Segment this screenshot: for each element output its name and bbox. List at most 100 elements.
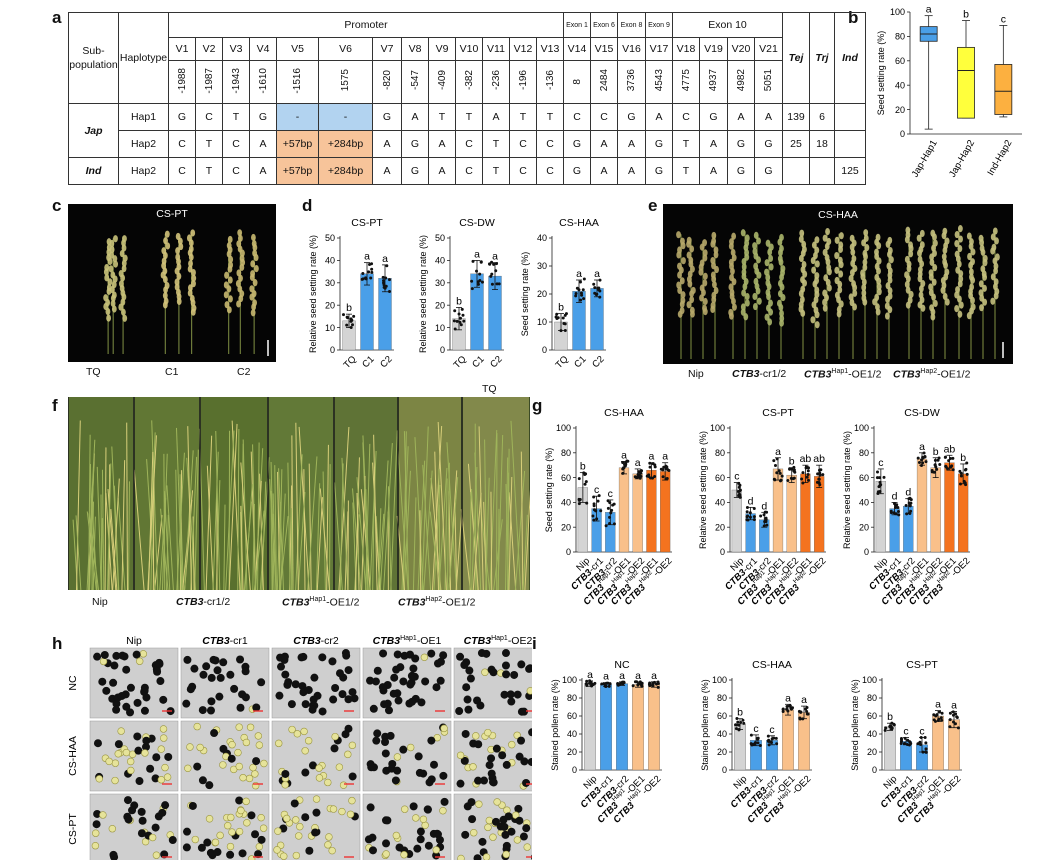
data-point	[490, 272, 494, 276]
data-point	[766, 734, 770, 738]
unstained-pollen	[246, 723, 255, 731]
photo-e-label-cr: CTB3-cr1/2	[732, 368, 787, 380]
grain	[764, 259, 770, 267]
leaf	[113, 485, 120, 590]
unstained-pollen	[456, 751, 465, 760]
grain	[712, 281, 717, 289]
grain	[768, 308, 774, 316]
unstained-pollen	[282, 814, 291, 823]
y-tick-label: 0	[542, 345, 547, 355]
grain	[876, 267, 881, 275]
stained-pollen	[464, 705, 473, 714]
grain	[741, 272, 747, 281]
grain	[864, 244, 870, 252]
grain	[957, 310, 963, 318]
grain	[741, 263, 747, 271]
grain	[187, 289, 193, 297]
data-point	[592, 495, 596, 499]
stained-pollen	[338, 690, 347, 699]
unstained-pollen	[257, 813, 265, 822]
stained-pollen	[291, 680, 300, 689]
data-point	[815, 480, 819, 484]
variant-header-14: V14	[563, 37, 591, 61]
stained-pollen	[182, 843, 191, 852]
allele-cell: A	[428, 130, 456, 158]
leaf	[184, 450, 194, 590]
data-point	[578, 498, 582, 502]
grain	[237, 229, 243, 237]
stained-pollen	[396, 663, 405, 672]
tej-header: Tej	[782, 12, 810, 104]
grain	[710, 240, 716, 248]
significance-letter: a	[474, 248, 480, 260]
allele-cell: A	[482, 103, 510, 131]
allele-cell: -	[318, 103, 373, 131]
significance-letter: c	[753, 723, 758, 735]
data-point	[664, 477, 668, 481]
allele-cell: A	[590, 157, 618, 185]
leaf	[360, 489, 371, 590]
data-point	[938, 462, 942, 466]
data-point	[788, 704, 792, 708]
grain	[834, 266, 840, 274]
leaf	[316, 497, 323, 590]
data-point	[958, 469, 962, 473]
stained-pollen	[456, 652, 465, 661]
stained-pollen	[416, 835, 425, 844]
data-point	[797, 709, 801, 713]
variant-header-12: V12	[509, 37, 537, 61]
grain	[676, 231, 681, 239]
exon10-header: Exon 10	[672, 12, 783, 38]
y-tick-label: 0	[872, 765, 877, 775]
grain	[931, 293, 936, 301]
data-point	[585, 501, 589, 505]
data-point	[919, 735, 923, 739]
ind-count	[834, 130, 866, 158]
leaf	[237, 428, 240, 590]
data-point	[385, 264, 389, 268]
data-point	[759, 514, 763, 518]
stained-pollen	[417, 698, 426, 707]
stained-pollen	[344, 695, 353, 704]
data-point	[382, 279, 386, 283]
unstained-pollen	[508, 740, 516, 749]
leaf	[128, 481, 130, 590]
variant-header-7: V7	[372, 37, 402, 61]
data-point	[877, 485, 881, 489]
leaf	[280, 493, 286, 590]
leaf	[448, 477, 459, 590]
grain	[679, 300, 685, 308]
stained-pollen	[344, 666, 353, 675]
unstained-pollen	[432, 846, 440, 854]
leaf	[117, 498, 126, 590]
data-point	[765, 523, 769, 527]
bar	[884, 726, 896, 771]
grain	[236, 269, 242, 277]
stained-pollen	[207, 673, 216, 682]
grain	[834, 251, 840, 260]
grain	[778, 258, 784, 266]
stained-pollen	[487, 665, 496, 674]
data-point	[476, 282, 480, 286]
leaf	[240, 443, 244, 590]
grain	[932, 264, 938, 272]
stained-pollen	[287, 700, 296, 709]
variant-header-19: V19	[699, 37, 728, 61]
unstained-pollen	[296, 822, 304, 831]
leaf	[339, 463, 344, 590]
leaf	[240, 505, 244, 590]
y-axis-label: Stained pollen rate (%)	[850, 679, 860, 771]
data-point	[667, 468, 671, 472]
data-point	[470, 287, 474, 291]
box	[957, 46, 975, 119]
grain	[110, 299, 116, 307]
data-point	[908, 496, 912, 500]
stained-pollen	[102, 686, 111, 695]
stained-pollen	[399, 745, 408, 754]
grain	[798, 289, 804, 298]
data-point	[786, 478, 790, 482]
y-axis-label: Relative seed setting rate (%)	[842, 431, 852, 549]
unstained-pollen	[513, 731, 521, 739]
photo-c-label-tq: TQ	[86, 366, 101, 378]
